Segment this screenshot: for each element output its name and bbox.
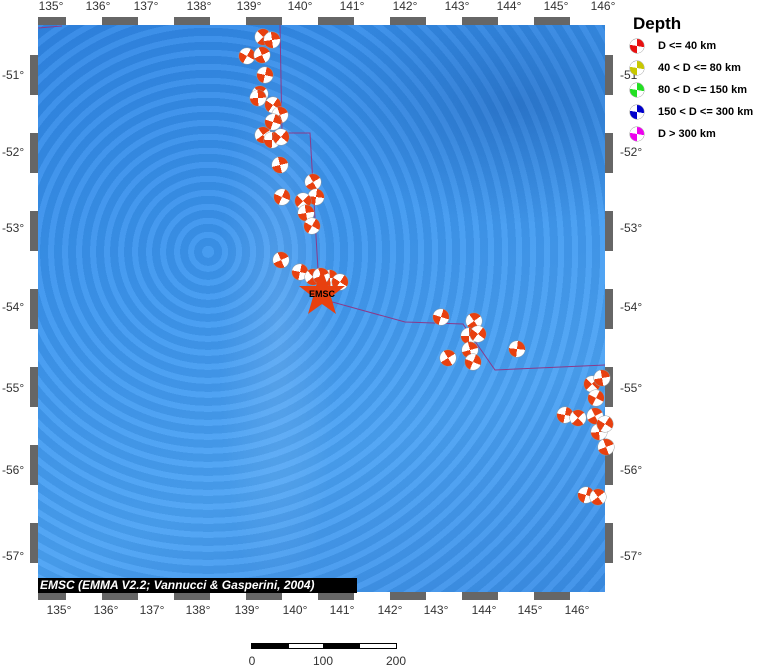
lon-tick-bottom: 144° bbox=[471, 603, 497, 617]
legend-label: 80 < D <= 150 km bbox=[658, 84, 747, 96]
lon-tick-bottom: 135° bbox=[46, 603, 72, 617]
lat-tick-left: -57° bbox=[2, 549, 25, 563]
lon-tick-top: 146° bbox=[590, 0, 616, 13]
legend-beachball-icon bbox=[630, 83, 644, 97]
lon-tick-bottom: 143° bbox=[423, 603, 449, 617]
legend-item: 150 < D <= 300 km bbox=[630, 104, 753, 120]
legend-beachball-icon bbox=[630, 61, 644, 75]
scale-bar-segment bbox=[323, 643, 360, 649]
lon-tick-bottom: 141° bbox=[329, 603, 355, 617]
lat-tick-left: -56° bbox=[2, 463, 25, 477]
legend-beachball-icon bbox=[630, 127, 644, 141]
bathymetry-map[interactable] bbox=[38, 25, 605, 592]
lon-tick-bottom: 146° bbox=[564, 603, 590, 617]
lat-tick-right: -53° bbox=[620, 221, 643, 235]
lat-tick-right: -55° bbox=[620, 381, 643, 395]
lat-tick-right: -52° bbox=[620, 145, 643, 159]
legend-item: D <= 40 km bbox=[630, 38, 716, 54]
lon-tick-bottom: 136° bbox=[93, 603, 119, 617]
lon-tick-bottom: 139° bbox=[234, 603, 260, 617]
legend-item: D > 300 km bbox=[630, 126, 716, 142]
legend-beachball-icon bbox=[630, 39, 644, 53]
epicenter-star-icon[interactable] bbox=[298, 268, 346, 316]
lat-tick-left: -53° bbox=[2, 221, 25, 235]
lon-tick-top: 142° bbox=[392, 0, 418, 13]
lon-tick-bottom: 145° bbox=[517, 603, 543, 617]
scale-bar-segment bbox=[359, 643, 397, 649]
lon-tick-top: 141° bbox=[339, 0, 365, 13]
lat-tick-right: -57° bbox=[620, 549, 643, 563]
lat-tick-left: -55° bbox=[2, 381, 25, 395]
credit-text: EMSC (EMMA V2.2; Vannucci & Gasperini, 2… bbox=[38, 578, 357, 593]
legend-beachball-icon bbox=[630, 105, 644, 119]
lat-tick-right: -54° bbox=[620, 300, 643, 314]
epicenter-label: EMSC bbox=[309, 289, 336, 299]
legend-item: 40 < D <= 80 km bbox=[630, 60, 741, 76]
legend-label: D > 300 km bbox=[658, 128, 716, 140]
scale-label: 200 bbox=[385, 654, 407, 668]
legend-item: 80 < D <= 150 km bbox=[630, 82, 747, 98]
lat-tick-left: -54° bbox=[2, 300, 25, 314]
lon-tick-bottom: 142° bbox=[377, 603, 403, 617]
legend-label: 40 < D <= 80 km bbox=[658, 62, 741, 74]
lat-tick-right: -56° bbox=[620, 463, 643, 477]
scale-label: 100 bbox=[312, 654, 334, 668]
scale-bar-segment bbox=[251, 643, 289, 649]
lat-tick-left: -52° bbox=[2, 145, 25, 159]
lon-tick-top: 135° bbox=[38, 0, 64, 13]
lat-tick-left: -51° bbox=[2, 68, 25, 82]
lon-tick-top: 139° bbox=[236, 0, 262, 13]
legend-label: D <= 40 km bbox=[658, 40, 717, 52]
lon-tick-top: 137° bbox=[133, 0, 159, 13]
lon-tick-top: 143° bbox=[444, 0, 470, 13]
lon-tick-bottom: 138° bbox=[185, 603, 211, 617]
scale-label: 0 bbox=[248, 654, 256, 668]
lon-tick-top: 140° bbox=[287, 0, 313, 13]
lon-tick-bottom: 140° bbox=[282, 603, 308, 617]
scale-bar-segment bbox=[288, 643, 324, 649]
lon-tick-top: 145° bbox=[543, 0, 569, 13]
legend-label: 150 < D <= 300 km bbox=[658, 106, 754, 118]
lon-tick-bottom: 137° bbox=[139, 603, 165, 617]
legend-title: Depth bbox=[633, 14, 682, 33]
lon-tick-top: 138° bbox=[186, 0, 212, 13]
lon-tick-top: 136° bbox=[85, 0, 111, 13]
lon-tick-top: 144° bbox=[496, 0, 522, 13]
